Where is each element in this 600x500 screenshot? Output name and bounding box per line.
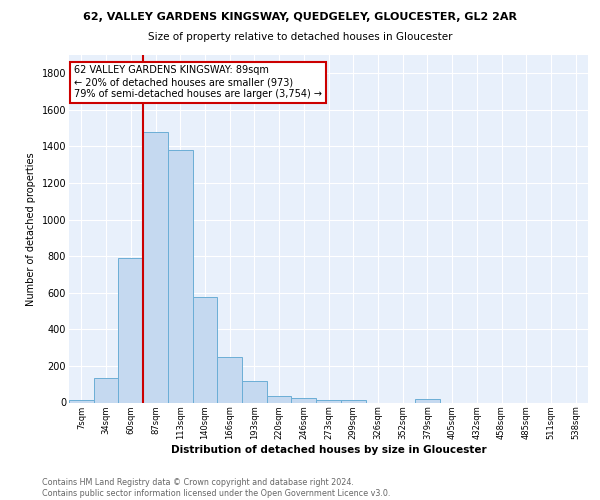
Text: 62 VALLEY GARDENS KINGSWAY: 89sqm
← 20% of detached houses are smaller (973)
79%: 62 VALLEY GARDENS KINGSWAY: 89sqm ← 20% … xyxy=(74,66,322,98)
Bar xyxy=(118,258,143,402)
Bar xyxy=(94,378,118,402)
Bar xyxy=(415,399,440,402)
Text: Contains HM Land Registry data © Crown copyright and database right 2024.
Contai: Contains HM Land Registry data © Crown c… xyxy=(42,478,391,498)
X-axis label: Distribution of detached houses by size in Gloucester: Distribution of detached houses by size … xyxy=(170,444,487,454)
Bar xyxy=(69,400,94,402)
Bar xyxy=(193,298,217,403)
Bar xyxy=(168,150,193,403)
Bar xyxy=(292,398,316,402)
Text: 62, VALLEY GARDENS KINGSWAY, QUEDGELEY, GLOUCESTER, GL2 2AR: 62, VALLEY GARDENS KINGSWAY, QUEDGELEY, … xyxy=(83,12,517,22)
Bar xyxy=(316,400,341,402)
Bar xyxy=(143,132,168,402)
Y-axis label: Number of detached properties: Number of detached properties xyxy=(26,152,36,306)
Bar xyxy=(341,400,365,402)
Text: Size of property relative to detached houses in Gloucester: Size of property relative to detached ho… xyxy=(148,32,452,42)
Bar xyxy=(242,382,267,402)
Bar xyxy=(217,357,242,403)
Bar xyxy=(267,396,292,402)
